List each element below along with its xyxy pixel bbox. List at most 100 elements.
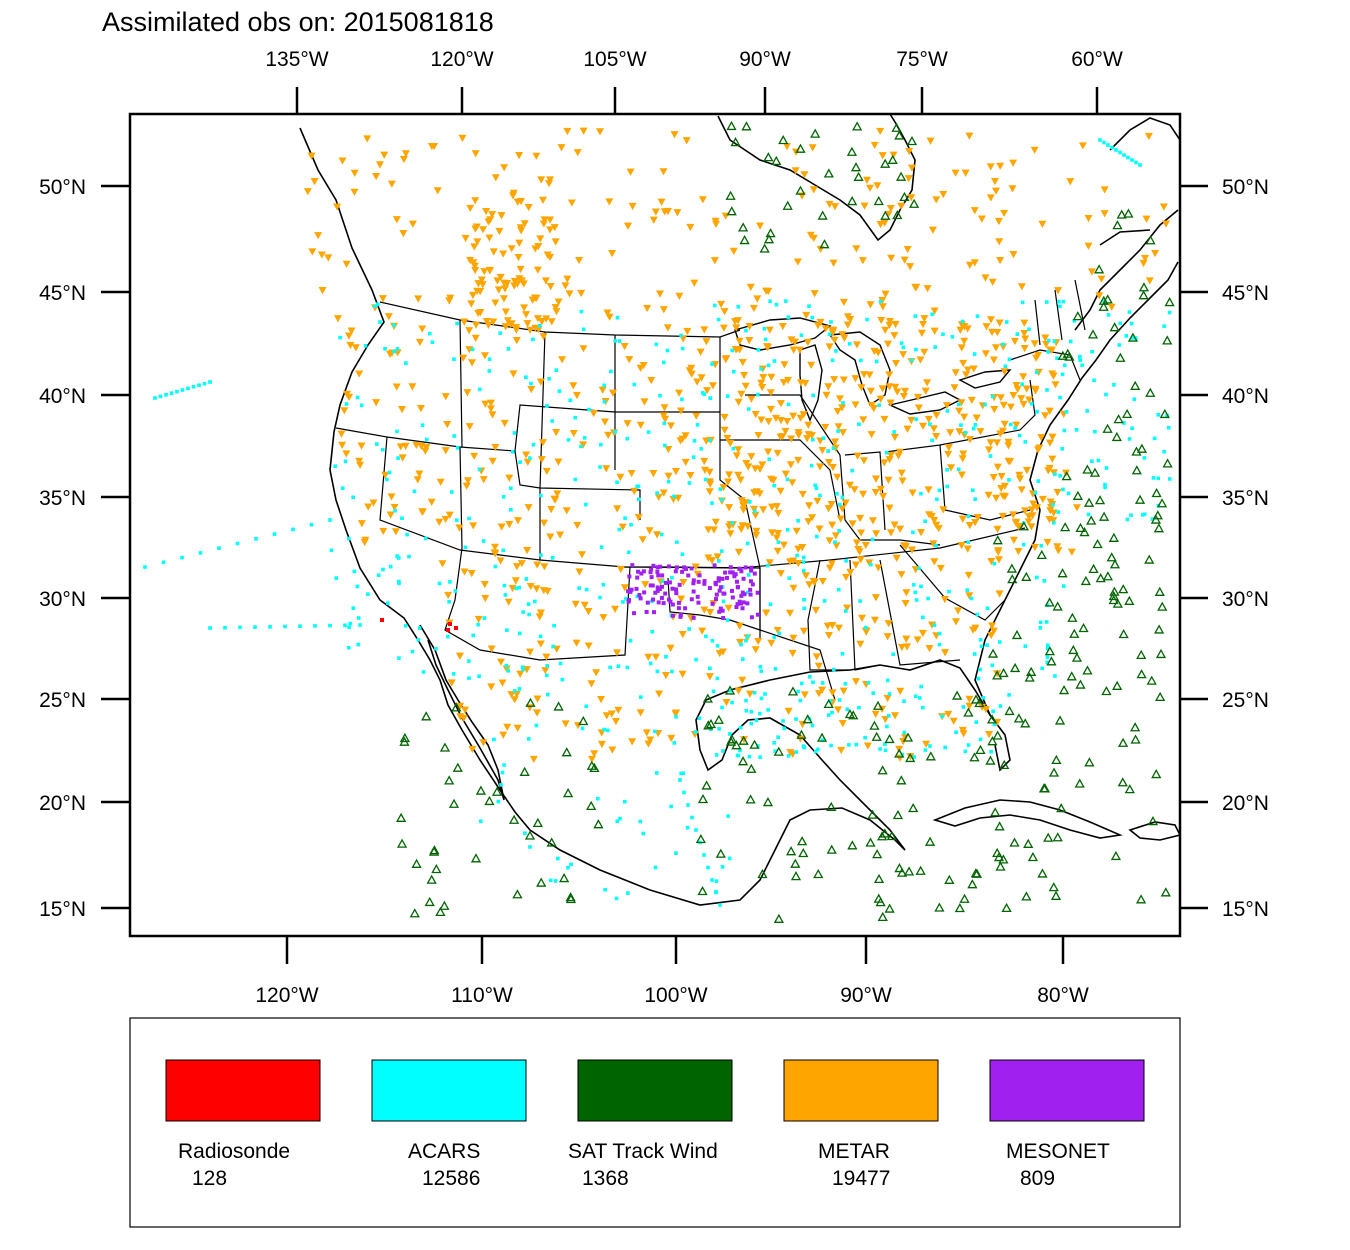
acars-symbol (959, 423, 963, 427)
sat-track-wind-symbol (1155, 648, 1167, 659)
sat-track-wind-symbol (846, 146, 858, 156)
east-coastline (974, 261, 1179, 716)
metar-symbol (532, 152, 541, 160)
acars-symbol (513, 689, 517, 693)
sat-track-wind-symbol (1155, 691, 1166, 702)
acars-symbol (917, 566, 921, 571)
metar-symbol (839, 298, 848, 307)
acars-symbol (712, 303, 717, 308)
mesonet-symbol (659, 595, 664, 600)
sat-track-wind-symbol (705, 718, 717, 729)
acars-symbol (831, 667, 836, 672)
mesonet-symbol (718, 585, 723, 590)
metar-symbol (987, 316, 996, 324)
metar-symbol (519, 280, 528, 288)
metar-symbol (608, 746, 617, 754)
mesonet-symbol (750, 582, 755, 587)
metar-symbol (1141, 254, 1150, 263)
metar-symbol (540, 216, 549, 224)
sat-track-wind-symbol (1048, 767, 1060, 777)
acars-symbol (343, 623, 347, 628)
metar-symbol (841, 499, 850, 507)
metar-symbol (872, 530, 881, 538)
sat-track-wind-symbol (431, 863, 442, 874)
acars-symbol (404, 361, 408, 365)
sat-track-wind-symbol (826, 844, 837, 854)
metar-symbol (871, 594, 880, 602)
acars-symbol (662, 360, 666, 365)
acars-symbol (283, 624, 287, 629)
acars-symbol (208, 626, 212, 630)
sat-track-wind-symbol (823, 698, 834, 709)
acars-symbol (920, 705, 925, 710)
metar-symbol (923, 379, 932, 387)
sat-track-wind-symbol (771, 155, 782, 166)
metar-symbol (877, 316, 886, 325)
sat-track-wind-symbol (1145, 387, 1156, 397)
acars-symbol (545, 404, 549, 408)
metar-symbol (965, 702, 974, 710)
metar-symbol (886, 529, 895, 537)
acars-symbol (945, 484, 950, 489)
acars-symbol (807, 304, 811, 308)
metar-symbol (535, 613, 544, 621)
acars-symbol (721, 599, 726, 604)
acars-symbol (545, 664, 550, 668)
metar-symbol (740, 371, 749, 380)
metar-symbol (505, 521, 514, 529)
acars-symbol (385, 601, 390, 605)
acars-symbol (376, 573, 381, 577)
sat-track-wind-symbol (899, 191, 910, 202)
acars-symbol (913, 590, 918, 595)
metar-symbol (1022, 385, 1031, 393)
acars-symbol (291, 527, 295, 532)
acars-symbol (1027, 327, 1031, 332)
metar-symbol (722, 698, 731, 707)
acars-symbol (624, 597, 628, 601)
metar-symbol (552, 429, 561, 437)
sat-track-wind-symbol (1075, 522, 1086, 533)
acars-symbol (845, 707, 850, 712)
acars-symbol (1138, 163, 1142, 167)
sat-track-wind-symbol (593, 819, 604, 829)
sat-track-wind-symbol (519, 766, 530, 776)
metar-symbol (1045, 407, 1054, 415)
acars-symbol (919, 684, 923, 689)
acars-symbol (1166, 425, 1171, 430)
acars-symbol (815, 534, 819, 539)
metar-symbol (892, 554, 901, 562)
metar-symbol (441, 393, 450, 401)
sat-track-wind-symbol (1159, 408, 1170, 419)
lat-label: 20°N (1222, 792, 1269, 815)
acars-symbol (340, 486, 345, 490)
metar-symbol (830, 336, 839, 344)
acars-symbol (344, 402, 349, 406)
acars-symbol (1045, 655, 1050, 659)
metar-symbol (768, 529, 777, 537)
acars-symbol (715, 676, 720, 681)
metar-symbol (788, 649, 797, 658)
metar-symbol (859, 457, 868, 465)
acars-symbol (820, 681, 825, 685)
metar-symbol (753, 295, 762, 303)
metar-symbol (738, 358, 747, 367)
sat-track-wind-symbol (1009, 662, 1021, 673)
acars-symbol (759, 696, 764, 701)
acars-symbol (1004, 320, 1009, 324)
acars-symbol (346, 645, 351, 650)
acars-symbol (487, 357, 492, 361)
mesonet-symbol (697, 573, 702, 578)
acars-symbol (932, 623, 937, 627)
sat-track-wind-symbol (1057, 568, 1068, 578)
metar-symbol (767, 503, 776, 511)
radiosonde-symbol (446, 628, 450, 632)
acars-symbol (843, 609, 848, 613)
sat-track-wind-symbol (1084, 757, 1095, 767)
metar-symbol (897, 571, 906, 579)
lat-label: 20°N (39, 792, 86, 815)
acars-symbol (1126, 155, 1130, 160)
metar-symbol (814, 662, 823, 670)
metar-symbol (822, 391, 831, 399)
acars-symbol (544, 673, 549, 678)
acars-symbol (695, 423, 700, 427)
